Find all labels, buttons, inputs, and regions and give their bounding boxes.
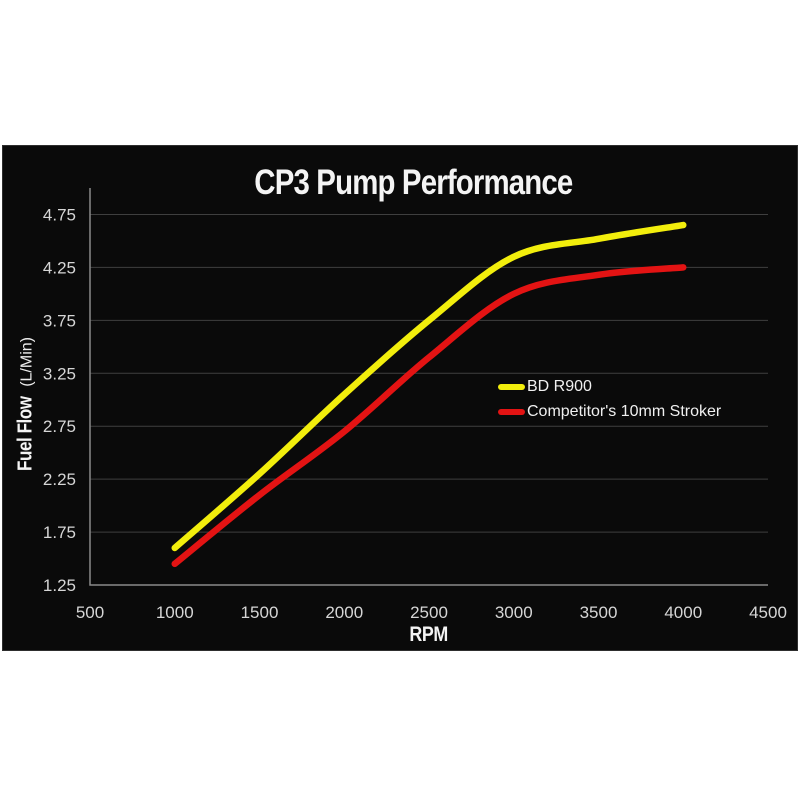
legend-swatch-1 [498,409,525,415]
y-axis-title-main: Fuel Flow [14,396,37,471]
tick-label-y: 4.25 [43,258,76,277]
series-line-0 [171,221,687,552]
legend-label-1: Competitor's 10mm Stroker [527,403,722,420]
tick-label-y: 3.25 [43,364,76,383]
chart-canvas: 1.25 1.75 2.25 2.75 3.25 3.75 4.25 4.75 500 1000 1… [43,188,787,622]
y-axis-title: Fuel Flow (L/Min) [15,337,38,471]
tick-label-x: 3500 [580,603,618,622]
legend-item-1: Competitor's 10mm Stroker [498,401,721,423]
x-axis-title: RPM [90,623,768,647]
tick-label-y: 1.25 [43,576,76,595]
chart-title-text: CP3 Pump Performance [253,163,573,202]
chart-panel: 1.25 1.75 2.25 2.75 3.25 3.75 4.25 4.75 500 1000 1… [2,145,798,651]
tick-label-y: 2.25 [43,470,76,489]
tick-label-y: 4.75 [43,205,76,224]
tick-label-x: 3000 [495,603,533,622]
series-line-1 [171,264,687,568]
x-axis-title-text: RPM [409,623,449,646]
legend-item-0: BD R900 [498,376,721,398]
legend: BD R900 Competitor's 10mm Stroker [498,376,721,423]
tick-label-x: 2000 [325,603,363,622]
axis-lines [89,188,768,586]
y-axis-title-unit: (L/Min) [18,337,36,387]
tick-label-x: 2500 [410,603,448,622]
tick-label-y: 2.75 [43,417,76,436]
tick-label-y: 1.75 [43,523,76,542]
tick-label-x: 4500 [749,603,787,622]
tick-label-x: 500 [76,603,104,622]
tick-label-x: 1500 [241,603,279,622]
chart-title: CP3 Pump Performance [63,163,763,203]
tick-label-x: 4000 [664,603,702,622]
tick-label-y: 3.75 [43,311,76,330]
legend-swatch-0 [498,384,525,390]
tick-label-x: 1000 [156,603,194,622]
legend-label-0: BD R900 [527,378,592,395]
